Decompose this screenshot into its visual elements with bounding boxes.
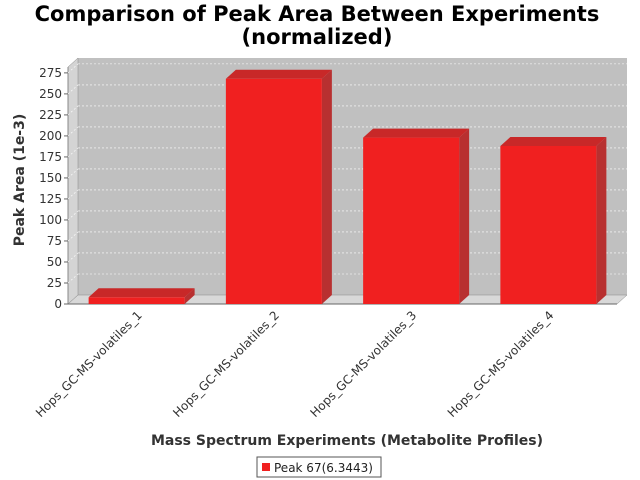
y-tick-label: 200 xyxy=(39,129,62,143)
y-tick-label: 25 xyxy=(47,276,62,290)
y-tick-label: 50 xyxy=(47,255,62,269)
legend-box xyxy=(256,456,382,478)
bar-front xyxy=(363,137,460,304)
bars xyxy=(88,69,607,304)
bar xyxy=(88,288,195,304)
y-tick-label: 0 xyxy=(54,297,62,311)
x-category-label: Hops_GC-MS-volatiles_1 xyxy=(33,308,145,420)
plot-back-wall xyxy=(78,58,627,295)
y-tick-label: 125 xyxy=(39,192,62,206)
x-category-label: Hops_GC-MS-volatiles_3 xyxy=(308,308,420,420)
x-axis: Hops_GC-MS-volatiles_1 Hops_GC-MS-volatil… xyxy=(33,308,556,420)
y-tick-label: 250 xyxy=(39,87,62,101)
bar-side xyxy=(321,69,332,304)
bar xyxy=(225,69,332,304)
bar-top xyxy=(363,128,470,138)
legend: Peak 67(6.3443) xyxy=(256,456,382,478)
legend-swatch xyxy=(262,463,270,471)
plot-area xyxy=(67,57,628,305)
bar-top xyxy=(500,137,607,146)
bar-side xyxy=(596,137,607,304)
bar-front xyxy=(88,297,185,304)
plot-left-wall xyxy=(67,57,79,305)
y-tick-label: 150 xyxy=(39,171,62,185)
bar xyxy=(363,128,470,304)
y-tick-label: 75 xyxy=(47,234,62,248)
bar-side xyxy=(459,128,470,304)
y-axis-label: Peak Area (1e-3) xyxy=(12,114,28,247)
x-category-label: Hops_GC-MS-volatiles_2 xyxy=(170,308,282,420)
bar-front xyxy=(500,146,597,304)
y-tick-label: 175 xyxy=(39,150,62,164)
y-axis: 0 25 50 75 100 125 150 175 200 225 250 275 xyxy=(39,66,68,311)
bar-front xyxy=(225,78,322,304)
bar-top xyxy=(225,69,332,79)
x-axis-label: Mass Spectrum Experiments (Metabolite Pr… xyxy=(151,433,543,449)
y-tick-label: 275 xyxy=(39,66,62,80)
x-category-label: Hops_GC-MS-volatiles_4 xyxy=(445,308,557,420)
y-tick-label: 100 xyxy=(39,213,62,227)
chart-subtitle: (normalized) xyxy=(242,25,393,49)
y-tick-label: 225 xyxy=(39,108,62,122)
bar-top xyxy=(88,288,195,298)
legend-entry: Peak 67(6.3443) xyxy=(274,461,373,475)
chart-title: Comparison of Peak Area Between Experime… xyxy=(35,2,600,26)
bar-side xyxy=(184,288,195,304)
bar xyxy=(500,137,607,304)
